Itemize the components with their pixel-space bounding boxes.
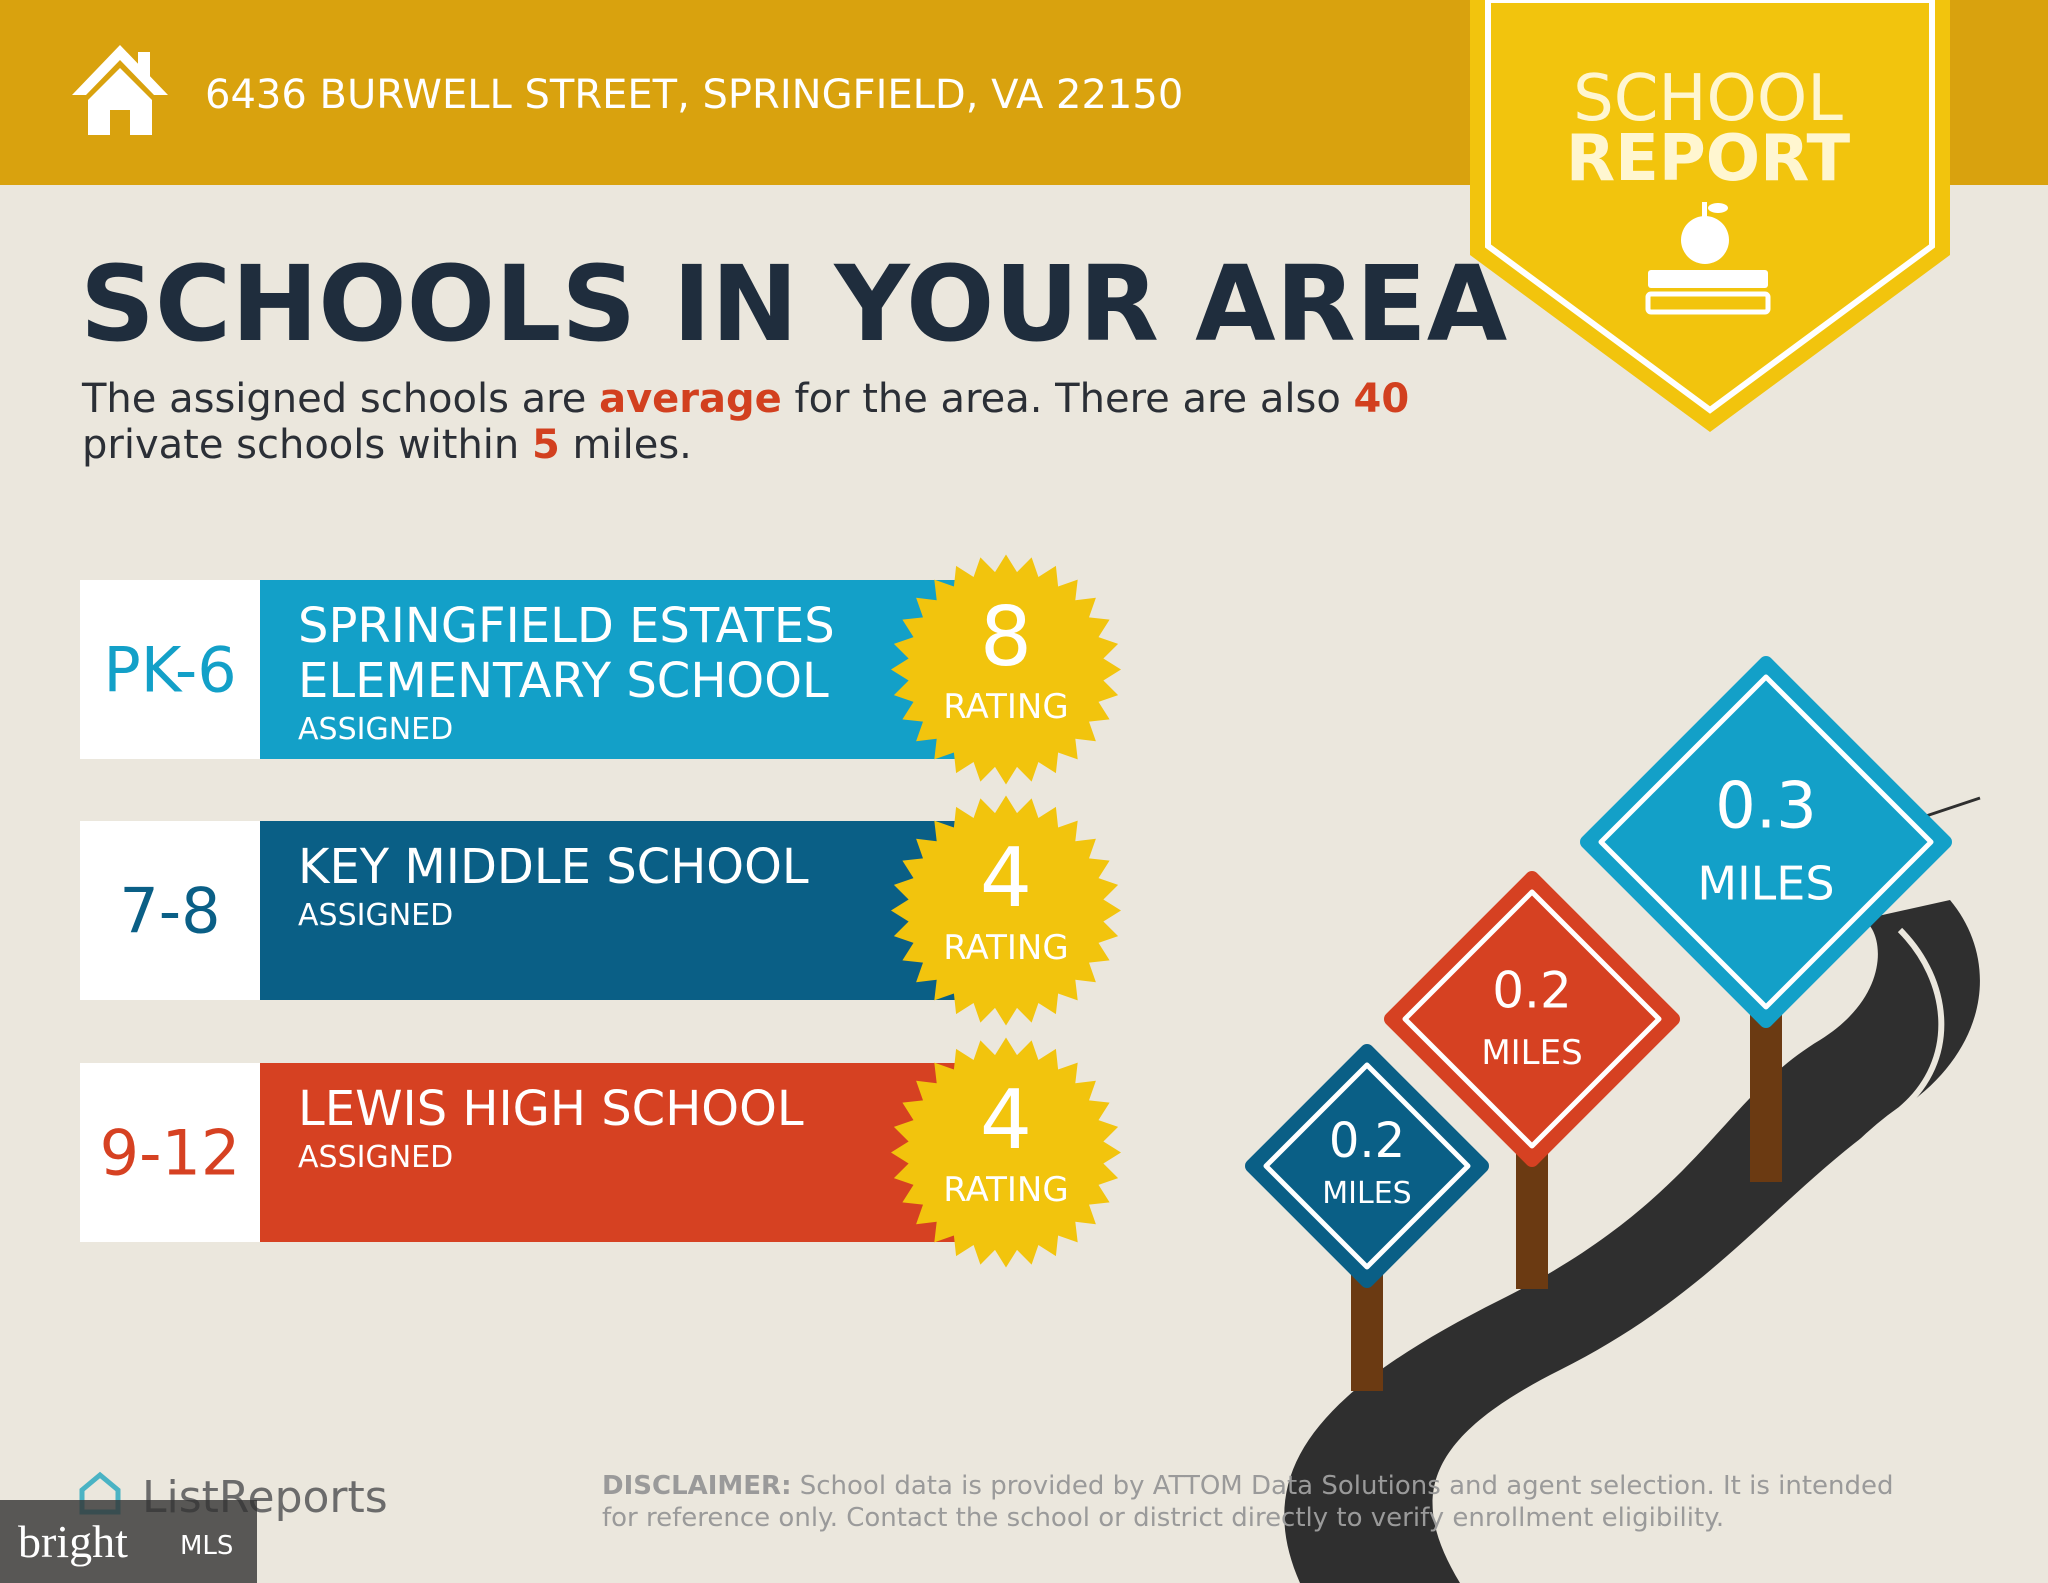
- rating: 4: [980, 1073, 1032, 1168]
- rating-label: RATING: [943, 1170, 1068, 1210]
- disclaimer-line1: DISCLAIMER: School data is provided by A…: [602, 1471, 1894, 1501]
- grade: 7-8: [119, 875, 220, 948]
- school-status: ASSIGNED: [298, 1140, 453, 1175]
- summary-text: for the area. There are also: [782, 376, 1354, 422]
- sign-border: [1598, 674, 1934, 1010]
- signs: 0.3 MILES 0.2 MILES 0.2 MILES: [1245, 656, 1952, 1391]
- summary: The assigned schools are average for the…: [81, 376, 1409, 468]
- sign-unit: MILES: [1481, 1033, 1582, 1073]
- summary-text: private schools within: [82, 422, 532, 468]
- sign-unit: MILES: [1322, 1176, 1411, 1211]
- disclaimer-text: School data is provided by ATTOM Data So…: [791, 1471, 1893, 1501]
- watermark-suffix: MLS: [180, 1531, 233, 1561]
- school-status: ASSIGNED: [298, 712, 453, 747]
- summary-line: private schools within 5 miles.: [82, 422, 692, 468]
- house-icon: [72, 45, 168, 135]
- sign-distance: 0.2: [1492, 962, 1572, 1020]
- road: [1284, 796, 1981, 1583]
- school-bar: [260, 580, 960, 759]
- badge: SCHOOL REPORT: [1470, 0, 1950, 432]
- sign-border: [1263, 1062, 1471, 1270]
- sign-board: [1384, 871, 1680, 1167]
- badge-line1: SCHOOL: [1573, 62, 1843, 136]
- rating-label: RATING: [943, 928, 1068, 968]
- school-name: KEY MIDDLE SCHOOL: [298, 839, 809, 895]
- sign-board: [1245, 1044, 1489, 1288]
- sign-border: [1402, 889, 1662, 1149]
- school-bar: [260, 821, 960, 1000]
- school-name: ELEMENTARY SCHOOL: [298, 653, 829, 709]
- rating-seal: [891, 1037, 1121, 1268]
- disclaimer-label: DISCLAIMER:: [602, 1471, 791, 1501]
- rating-label: RATING: [943, 687, 1068, 727]
- watermark: bright MLS: [0, 1500, 257, 1583]
- rating: 4: [980, 831, 1032, 926]
- apple-books-icon: [1645, 202, 1771, 315]
- rating-seal: [891, 795, 1121, 1026]
- summary-highlight: 5: [532, 422, 560, 468]
- summary-line: The assigned schools are average for the…: [81, 376, 1409, 422]
- badge-line2: REPORT: [1566, 122, 1851, 196]
- grade: PK-6: [103, 634, 236, 707]
- disclaimer-line2: for reference only. Contact the school o…: [602, 1503, 1724, 1533]
- rating-seal: [891, 554, 1121, 785]
- watermark-brand: bright: [18, 1516, 128, 1567]
- school-name: SPRINGFIELD ESTATES: [298, 598, 835, 654]
- sign-unit: MILES: [1697, 856, 1834, 910]
- summary-text: The assigned schools are: [81, 376, 599, 422]
- address: 6436 BURWELL STREET, SPRINGFIELD, VA 221…: [205, 72, 1183, 118]
- grade-box: [80, 821, 260, 1000]
- sign-distance: 0.3: [1715, 770, 1817, 844]
- sign-board: [1580, 656, 1952, 1028]
- rating: 8: [980, 590, 1032, 685]
- summary-text: miles.: [560, 422, 692, 468]
- sign-distance: 0.2: [1329, 1113, 1405, 1169]
- school-bar: [260, 1063, 960, 1242]
- grade-box: [80, 580, 260, 759]
- summary-highlight: average: [599, 376, 782, 422]
- title: SCHOOLS IN YOUR AREA: [80, 243, 1507, 365]
- grade-box: [80, 1063, 260, 1242]
- school-status: ASSIGNED: [298, 898, 453, 933]
- summary-highlight: 40: [1354, 376, 1410, 422]
- school-name: LEWIS HIGH SCHOOL: [298, 1081, 804, 1137]
- grade: 9-12: [100, 1117, 241, 1190]
